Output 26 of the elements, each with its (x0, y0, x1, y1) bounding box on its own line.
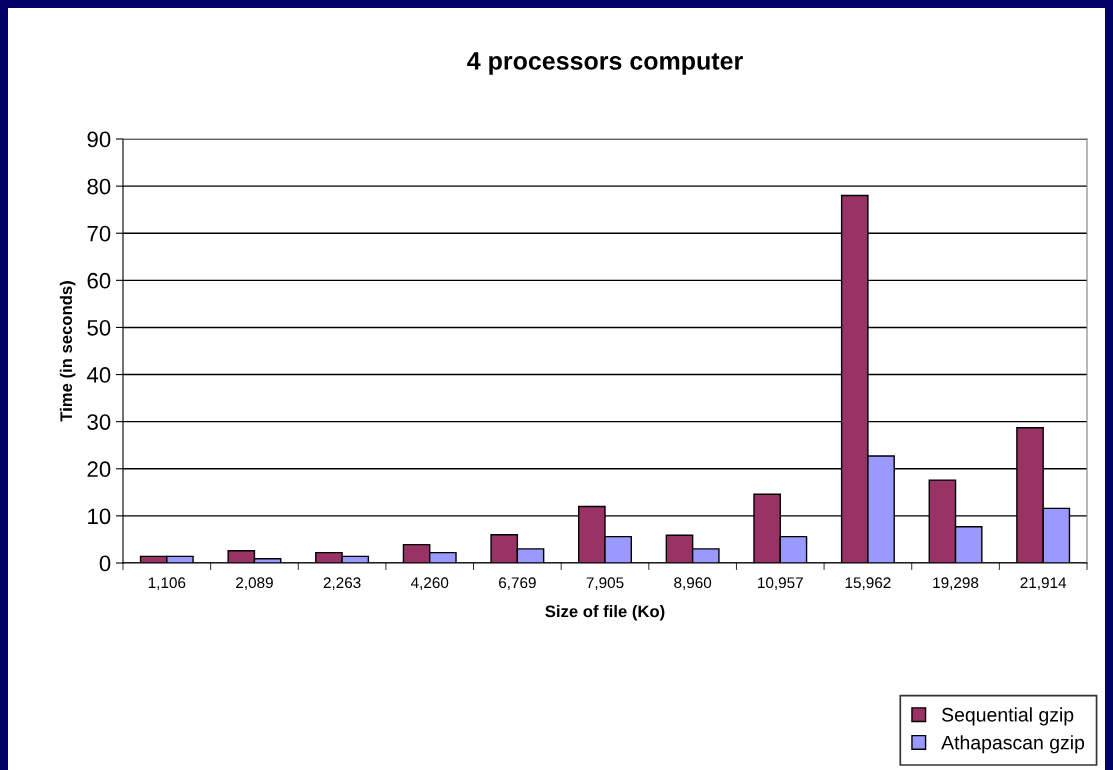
x-tick-label: 1,106 (148, 577, 186, 590)
legend-label: Athapascan gzip (941, 735, 1085, 754)
y-axis-title: Time (in seconds) (59, 281, 76, 422)
x-tick-label: 21,914 (1020, 577, 1067, 590)
y-tick-label: 60 (87, 272, 111, 289)
y-tick-label: 20 (87, 461, 111, 478)
x-tick-label: 7,905 (586, 577, 624, 590)
y-tick-label: 50 (87, 319, 111, 336)
x-axis-title: Size of file (Ko) (545, 605, 665, 621)
x-tick-label: 6,769 (499, 577, 536, 590)
x-tick-label: 15,962 (845, 577, 891, 590)
y-tick-label: 30 (87, 414, 111, 430)
y-tick-label: 70 (87, 225, 111, 242)
y-tick-label: 80 (87, 178, 111, 195)
x-tick-label: 2,263 (323, 577, 361, 590)
y-tick-label: 90 (87, 131, 111, 148)
chart-title: 4 processors computer (467, 52, 743, 75)
x-tick-label: 2,089 (236, 577, 273, 590)
x-tick-label: 19,298 (933, 577, 979, 590)
y-tick-label: 40 (86, 367, 111, 383)
y-tick-label: 0 (99, 555, 111, 572)
x-tick-label: 10,957 (758, 577, 803, 590)
x-tick-label: 4,260 (410, 577, 449, 590)
y-tick-label: 10 (88, 508, 111, 525)
legend-label: Sequential gzip (942, 707, 1074, 726)
x-tick-label: 8,960 (674, 577, 712, 590)
